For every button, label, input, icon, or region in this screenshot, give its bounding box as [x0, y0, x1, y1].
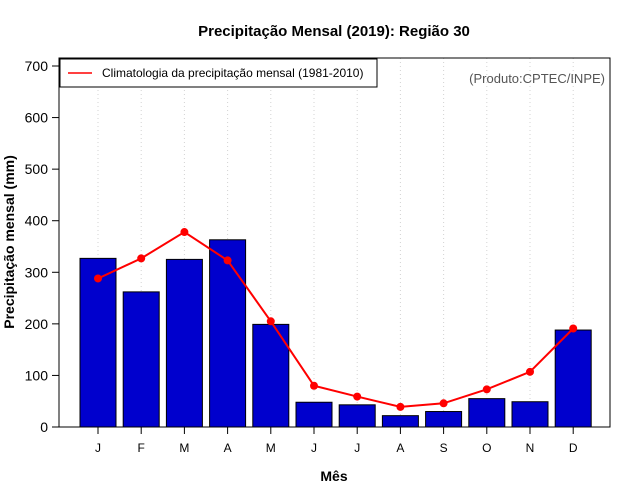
- legend: Climatologia da precipitação mensal (198…: [59, 58, 378, 88]
- x-tick-label: F: [138, 441, 145, 455]
- y-tick-label: 500: [25, 161, 49, 177]
- y-axis: 0 100 200 300 400 500 600 700: [25, 58, 59, 435]
- bar-11: [511, 401, 549, 428]
- x-tick-label: M: [179, 441, 189, 455]
- y-tick-label: 700: [25, 58, 49, 74]
- plot-frame: [58, 57, 611, 428]
- y-tick-label: 0: [40, 419, 48, 435]
- climatology-point-10: [482, 385, 491, 394]
- x-tick-label: A: [396, 441, 404, 455]
- x-tick-label: M: [266, 441, 276, 455]
- climatology-point-9: [439, 399, 448, 408]
- legend-box: [59, 58, 378, 88]
- chart-title: Precipitação Mensal (2019): Região 30: [198, 23, 470, 40]
- climatology-series: [94, 228, 578, 411]
- y-tick-label: 600: [25, 110, 49, 126]
- bar-8: [381, 415, 419, 428]
- climatology-point-12: [569, 324, 578, 333]
- climatology-point-8: [396, 402, 405, 411]
- y-tick-label: 300: [25, 264, 49, 280]
- x-tick-label: O: [482, 441, 491, 455]
- bar-6: [295, 401, 333, 428]
- y-tick-label: 200: [25, 316, 49, 332]
- x-tick-label: J: [311, 441, 317, 455]
- climatology-point-1: [94, 274, 102, 283]
- climatology-point-3: [180, 228, 189, 237]
- x-tick-label: S: [440, 441, 448, 455]
- climatology-point-7: [353, 392, 362, 401]
- x-tick-label: N: [526, 441, 535, 455]
- bar-9: [425, 411, 463, 428]
- bar-1: [79, 257, 117, 428]
- x-tick-label: D: [569, 441, 578, 455]
- y-tick-label: 100: [25, 367, 49, 383]
- x-tick-label: J: [354, 441, 360, 455]
- bar-7: [338, 404, 376, 428]
- bar-4: [209, 239, 247, 428]
- x-tick-label: J: [95, 441, 101, 455]
- x-axis-label: Mês: [320, 468, 347, 484]
- source-annotation: (Produto:CPTEC/INPE): [469, 71, 605, 86]
- bar-3: [165, 258, 203, 428]
- climatology-point-2: [137, 254, 146, 263]
- bar-2: [122, 291, 160, 428]
- bar-5: [252, 323, 290, 428]
- y-tick-label: 400: [25, 213, 49, 229]
- bar-series: [79, 239, 592, 428]
- bar-12: [554, 329, 592, 428]
- legend-label: Climatologia da precipitação mensal (198…: [102, 66, 363, 80]
- climatology-line: [97, 230, 574, 408]
- climatology-point-5: [266, 317, 275, 326]
- climatology-point-11: [526, 367, 534, 376]
- climatology-point-4: [223, 256, 232, 265]
- x-tick-label: A: [224, 441, 232, 455]
- y-axis-label: Precipitação mensal (mm): [1, 155, 17, 329]
- climatology-point-6: [310, 381, 318, 390]
- bar-10: [468, 398, 506, 428]
